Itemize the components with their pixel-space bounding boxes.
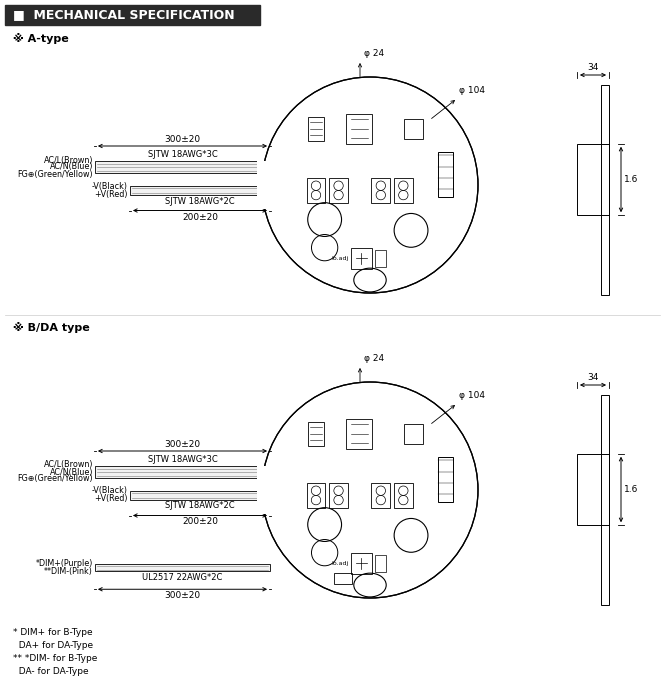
Text: AC/L(Brown): AC/L(Brown)	[44, 461, 93, 470]
Text: +V(Red): +V(Red)	[94, 189, 128, 198]
Bar	[371, 178, 390, 203]
Bar	[307, 483, 326, 507]
Bar	[404, 423, 423, 444]
Bar	[257, 466, 278, 514]
Text: 34: 34	[588, 63, 599, 72]
Text: φ 24: φ 24	[364, 49, 384, 58]
Bar	[329, 483, 348, 507]
Text: ■  MECHANICAL SPECIFICATION: ■ MECHANICAL SPECIFICATION	[13, 8, 234, 22]
Bar	[307, 178, 326, 203]
Bar	[346, 419, 373, 449]
Text: AC/N(Blue): AC/N(Blue)	[50, 468, 93, 477]
Bar	[394, 178, 413, 203]
Bar	[404, 118, 423, 139]
Text: DA+ for DA-Type: DA+ for DA-Type	[13, 641, 93, 650]
Text: 200±20: 200±20	[182, 518, 218, 526]
Text: * DIM+ for B-Type: * DIM+ for B-Type	[13, 628, 92, 637]
Ellipse shape	[354, 268, 386, 292]
Text: AC/L(Brown): AC/L(Brown)	[44, 155, 93, 164]
Text: 1.6: 1.6	[624, 175, 639, 184]
Text: φ 104: φ 104	[460, 86, 485, 95]
Text: Io.adj: Io.adj	[331, 561, 348, 566]
Text: φ 24: φ 24	[364, 354, 384, 363]
Bar	[438, 152, 453, 197]
Text: ** *DIM- for B-Type: ** *DIM- for B-Type	[13, 654, 97, 663]
Bar	[601, 395, 609, 605]
Text: *DIM+(Purple): *DIM+(Purple)	[36, 560, 93, 568]
Bar	[257, 161, 278, 209]
Text: Io.adj: Io.adj	[331, 256, 348, 261]
Text: AC/N(Blue): AC/N(Blue)	[50, 162, 93, 171]
Text: +V(Red): +V(Red)	[94, 494, 128, 503]
Circle shape	[262, 382, 478, 598]
Text: φ 104: φ 104	[460, 391, 485, 400]
Bar	[577, 144, 609, 215]
Text: 200±20: 200±20	[182, 212, 218, 221]
Text: 1.6: 1.6	[624, 485, 639, 494]
Bar	[95, 466, 270, 478]
Text: ※ A-type: ※ A-type	[13, 33, 69, 44]
Bar	[394, 483, 413, 507]
Text: SJTW 18AWG*2C: SJTW 18AWG*2C	[165, 196, 234, 205]
Text: FG⊕(Green/Yellow): FG⊕(Green/Yellow)	[17, 170, 93, 178]
Text: SJTW 18AWG*2C: SJTW 18AWG*2C	[165, 502, 234, 510]
Text: 300±20: 300±20	[164, 135, 200, 144]
Bar	[130, 186, 270, 194]
Bar	[601, 85, 609, 295]
Text: 300±20: 300±20	[164, 592, 200, 600]
Text: SJTW 18AWG*3C: SJTW 18AWG*3C	[147, 455, 217, 464]
Bar	[351, 553, 372, 574]
Bar	[375, 250, 386, 267]
Ellipse shape	[354, 574, 386, 597]
Bar	[577, 454, 609, 525]
Text: ※ B/DA type: ※ B/DA type	[13, 322, 90, 333]
Text: 300±20: 300±20	[164, 440, 200, 449]
Bar	[346, 114, 373, 144]
Text: -V(Black): -V(Black)	[92, 182, 128, 191]
Text: DA- for DA-Type: DA- for DA-Type	[13, 667, 88, 676]
Bar	[351, 248, 372, 269]
Bar	[438, 457, 453, 502]
Text: **DIM-(Pink): **DIM-(Pink)	[44, 567, 93, 576]
Bar	[308, 117, 324, 141]
Text: UL2517 22AWG*2C: UL2517 22AWG*2C	[142, 574, 222, 583]
Bar	[5, 5, 260, 25]
Text: 34: 34	[588, 373, 599, 382]
Bar	[95, 564, 270, 571]
Bar	[375, 555, 386, 572]
Text: FG⊕(Green/Yellow): FG⊕(Green/Yellow)	[17, 475, 93, 484]
Text: -V(Black): -V(Black)	[92, 487, 128, 496]
Circle shape	[262, 77, 478, 293]
Bar	[95, 161, 270, 173]
Bar	[371, 483, 390, 507]
Bar	[334, 573, 352, 584]
Bar	[130, 491, 270, 500]
Text: SJTW 18AWG*3C: SJTW 18AWG*3C	[147, 150, 217, 159]
Bar	[329, 178, 348, 203]
Bar	[308, 422, 324, 446]
